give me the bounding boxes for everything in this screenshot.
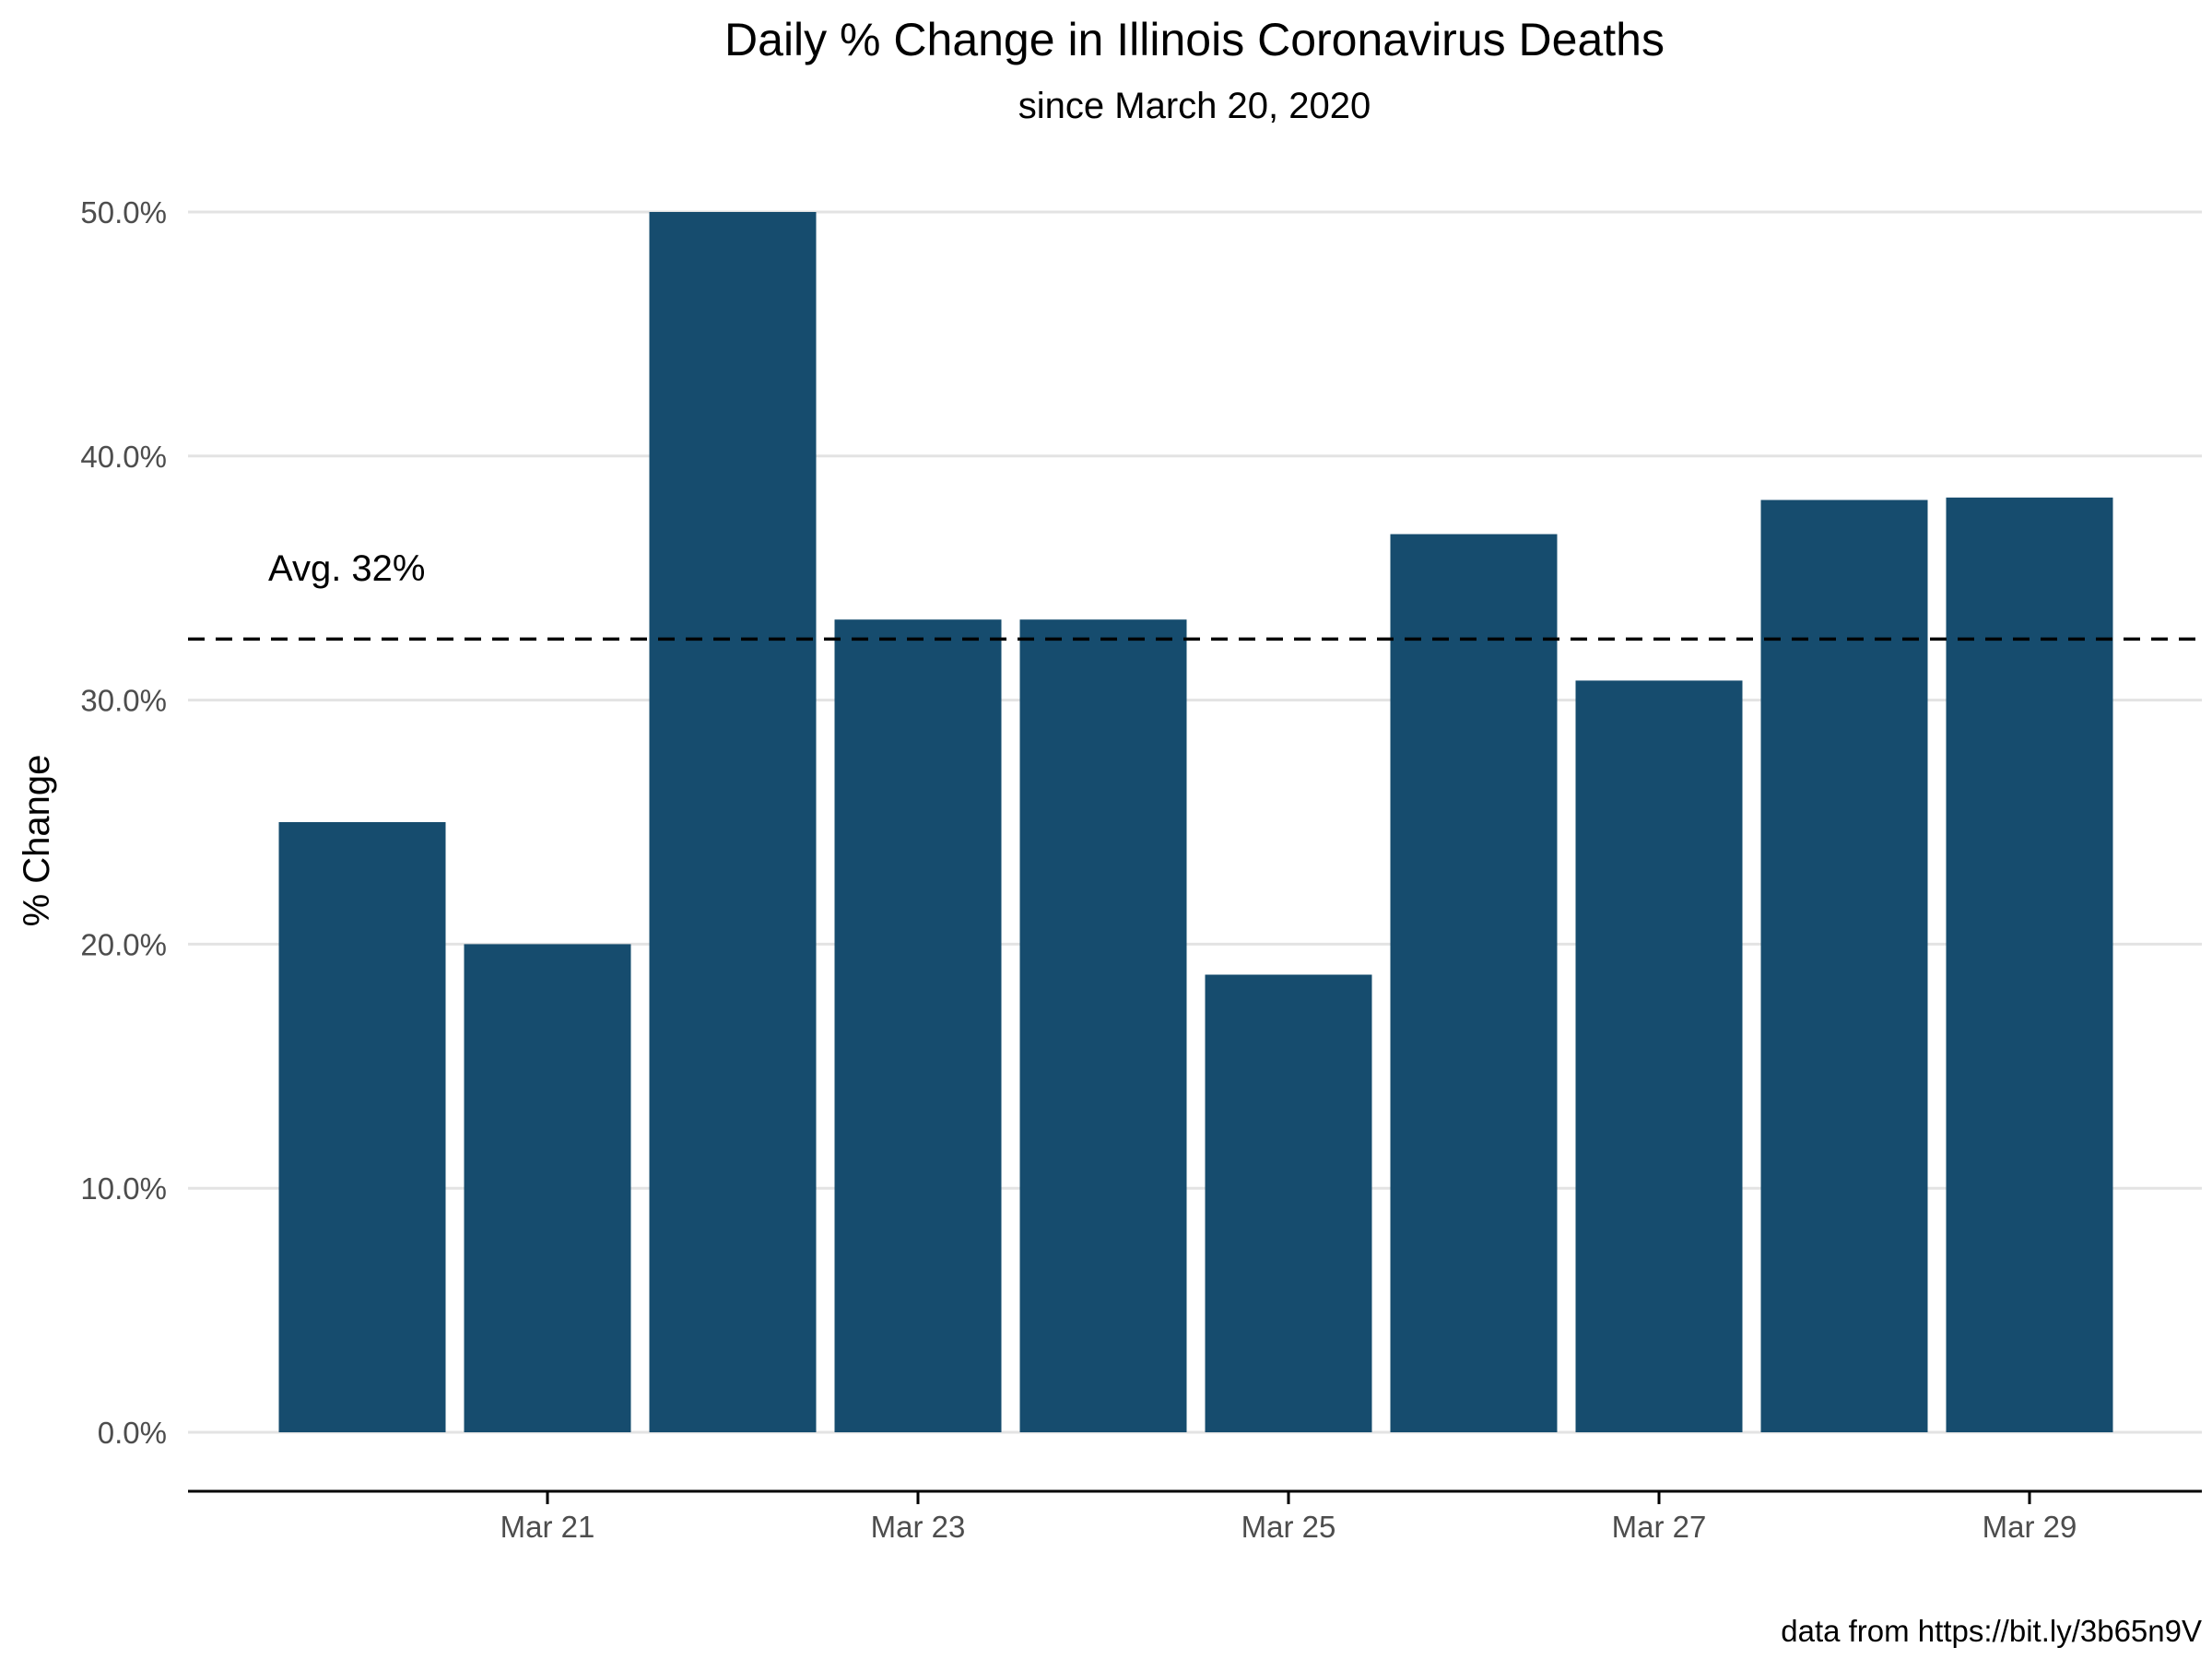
bar	[649, 212, 817, 1432]
bar	[1946, 497, 2113, 1432]
x-tick-label: Mar 23	[871, 1510, 966, 1544]
chart-subtitle: since March 20, 2020	[1018, 86, 1371, 126]
y-tick-label: 20.0%	[80, 927, 167, 961]
x-tick-label: Mar 25	[1241, 1510, 1336, 1544]
y-tick-label: 0.0%	[98, 1416, 167, 1450]
average-label: Avg. 32%	[268, 548, 426, 589]
y-tick-label: 30.0%	[80, 684, 167, 718]
bar	[1390, 534, 1558, 1432]
x-tick-label: Mar 27	[1612, 1510, 1707, 1544]
bar	[278, 822, 446, 1432]
y-tick-label: 50.0%	[80, 195, 167, 229]
bar	[464, 944, 631, 1432]
chart-caption: data from https://bit.ly/3b65n9V	[1781, 1614, 2202, 1648]
average-layer: Avg. 32%	[188, 548, 2202, 641]
y-tick-label: 10.0%	[80, 1171, 167, 1206]
bar	[1205, 974, 1372, 1432]
bar	[1019, 619, 1187, 1432]
bar	[1575, 680, 1743, 1432]
y-tick-label: 40.0%	[80, 440, 167, 474]
x-tick-label: Mar 21	[500, 1510, 595, 1544]
y-axis-label: % Change	[17, 755, 57, 927]
bar	[834, 619, 1002, 1432]
bars	[278, 212, 2113, 1432]
x-tick-label: Mar 29	[1983, 1510, 2077, 1544]
bar	[1760, 500, 1928, 1432]
chart-title: Daily % Change in Illinois Coronavirus D…	[724, 14, 1665, 65]
x-axis: Mar 21 Mar 23 Mar 25 Mar 27 Mar 29	[188, 1489, 2202, 1544]
y-axis-ticks: 0.0% 10.0% 20.0% 30.0% 40.0% 50.0%	[80, 195, 167, 1450]
